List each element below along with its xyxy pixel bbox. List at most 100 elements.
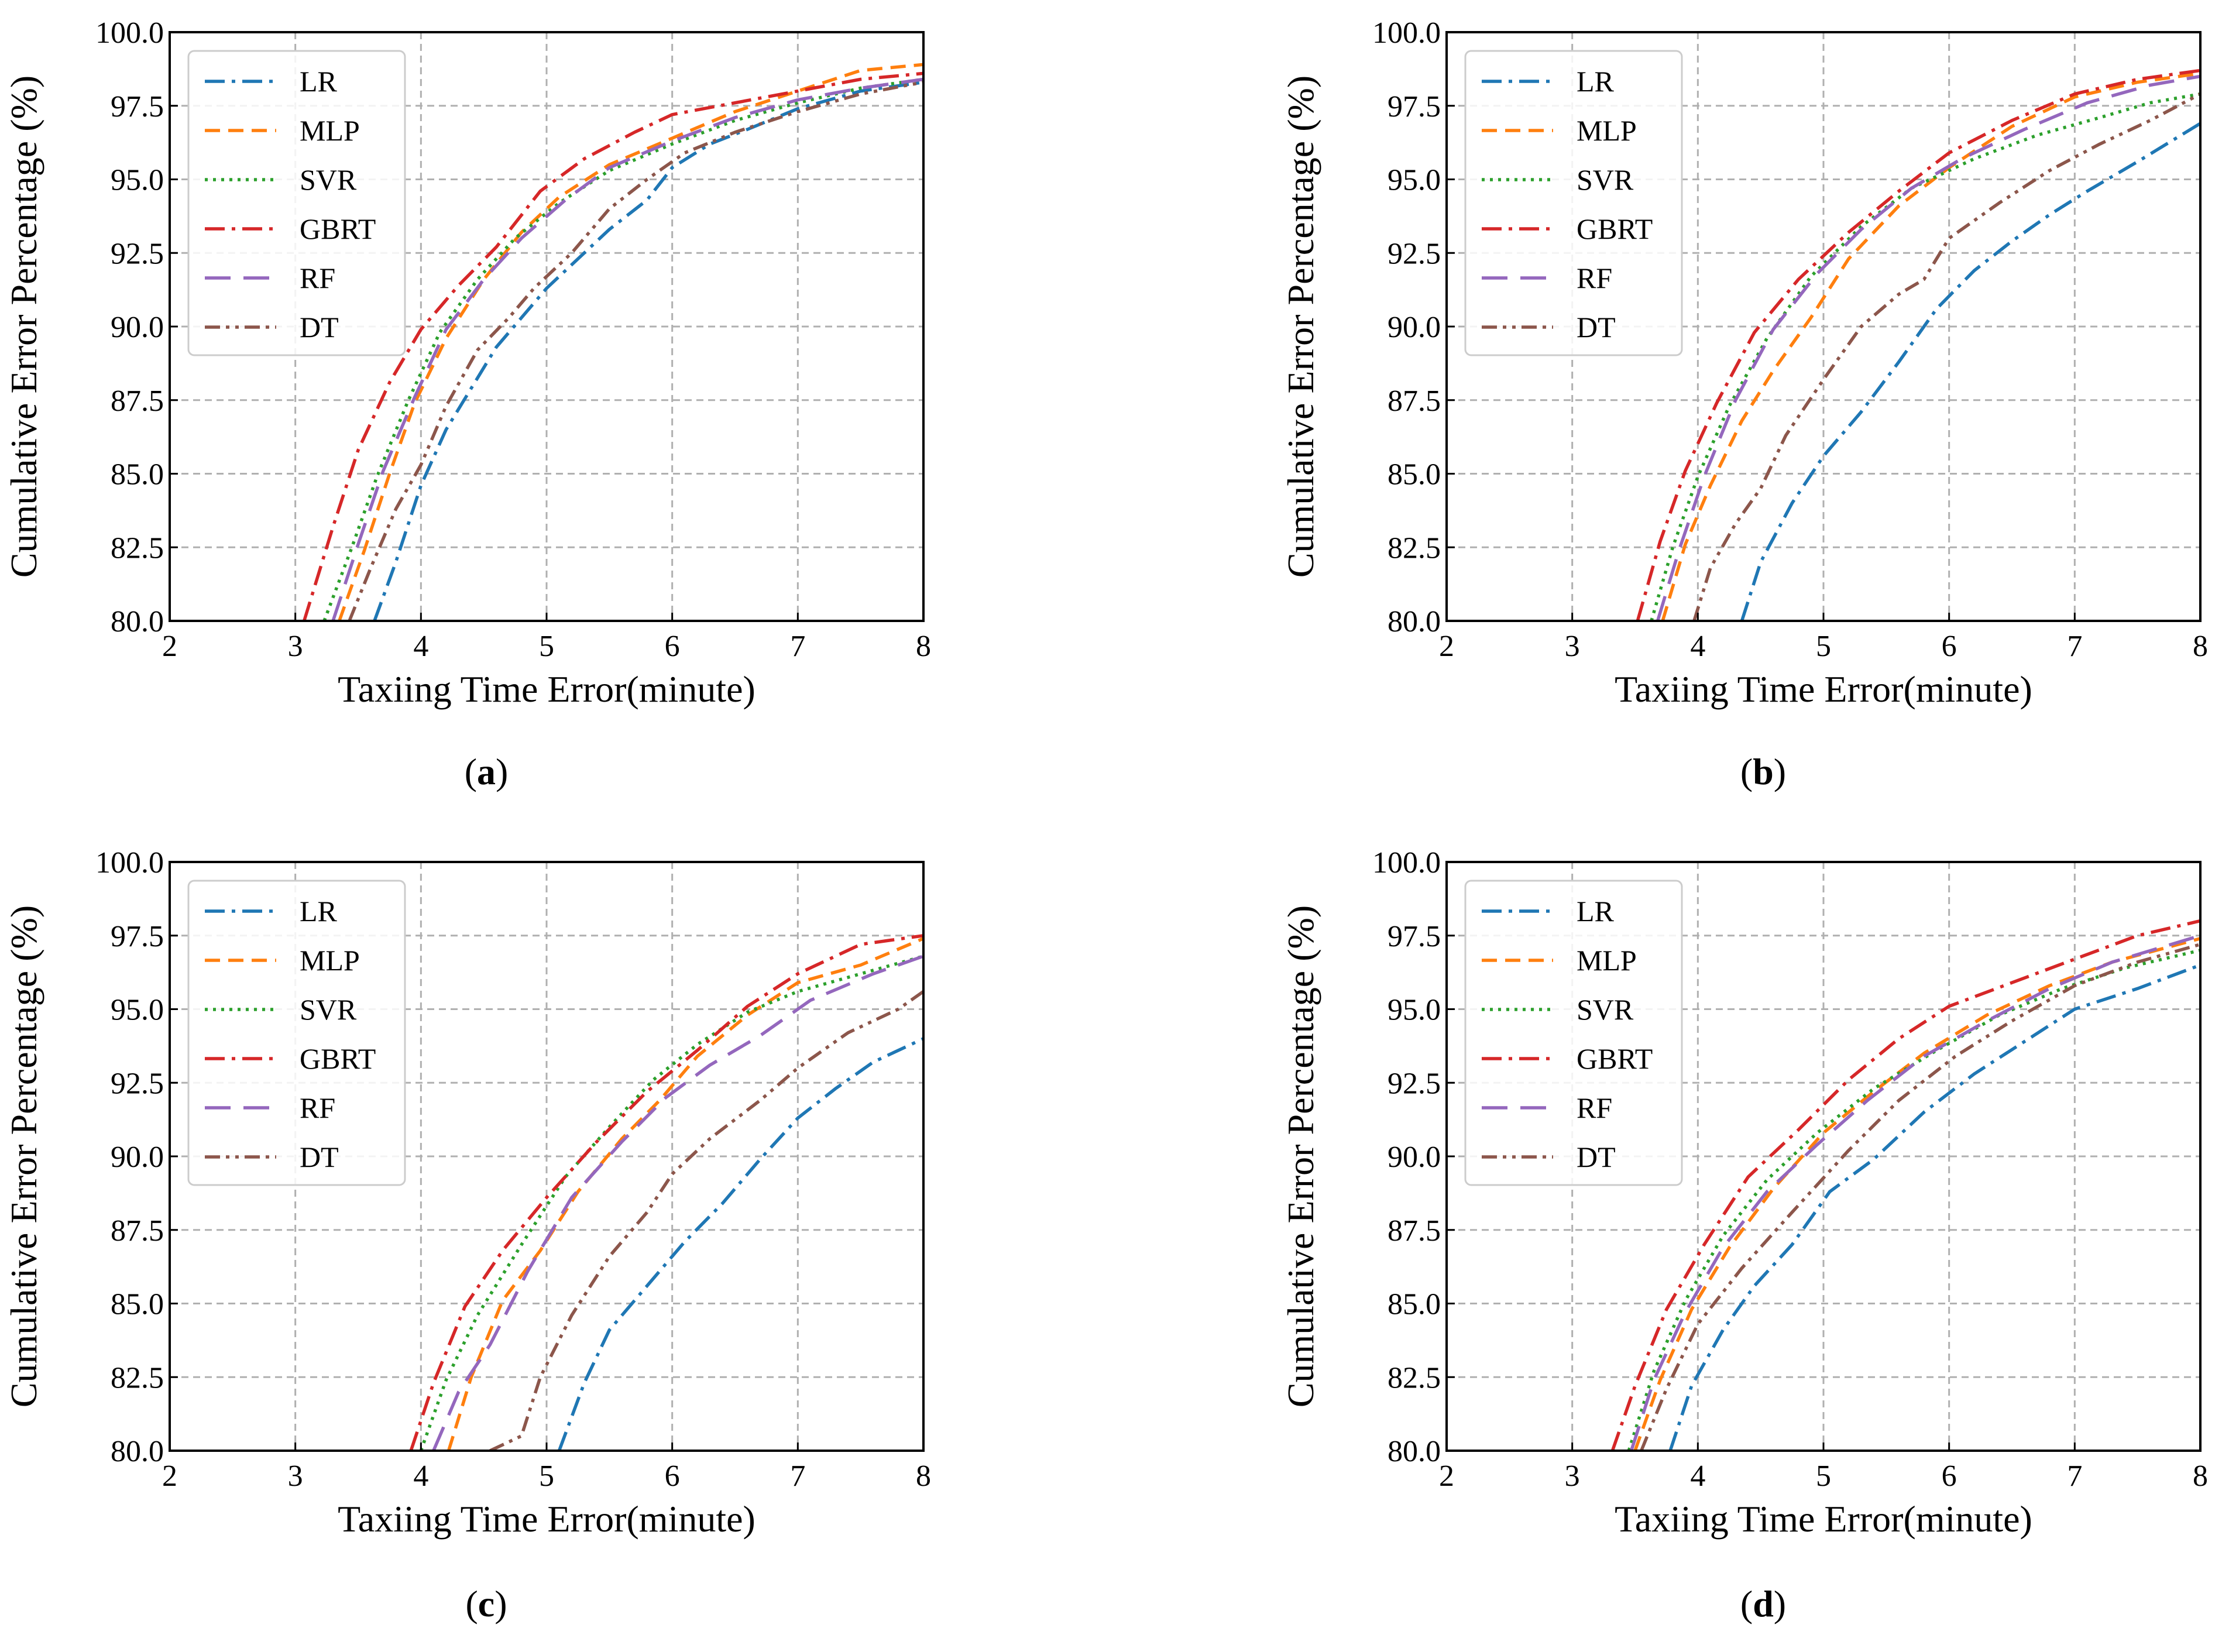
legend-label-rf: RF	[1577, 1091, 1612, 1124]
y-tick-label: 80.0	[111, 605, 164, 638]
series-line-lr	[1668, 963, 2200, 1451]
y-tick-label: 95.0	[111, 994, 164, 1027]
legend-label-lr: LR	[1577, 65, 1615, 98]
legend-label-mlp: MLP	[300, 114, 360, 147]
x-tick-label: 2	[1439, 1459, 1454, 1493]
series-line-mlp	[1633, 937, 2200, 1451]
y-tick-label: 100.0	[95, 16, 164, 50]
panel-caption: (c)	[465, 1583, 507, 1624]
legend-box	[1464, 50, 1683, 356]
y-tick-label: 87.5	[111, 1214, 164, 1248]
caption-open-paren: (	[465, 751, 477, 792]
y-tick-label: 85.0	[111, 458, 164, 492]
series-line-svr	[1650, 92, 2200, 621]
x-tick-label: 5	[1816, 1459, 1831, 1493]
caption-close-paren: )	[1774, 1583, 1786, 1624]
x-axis-label: Taxiing Time Error(minute)	[338, 668, 755, 710]
legend-label-rf: RF	[300, 1091, 335, 1124]
y-tick-label: 92.5	[111, 237, 164, 270]
series-line-svr	[322, 77, 923, 621]
y-tick-label: 90.0	[111, 1141, 164, 1174]
chart-panel-4: 2 3 4 5 6 7 8 80.0 82.5 85.0 87.5 90.0 92.5 95.0 97.5 1…	[1280, 846, 2208, 1624]
legend-label-rf: RF	[1577, 262, 1612, 294]
y-tick-label: 100.0	[95, 846, 164, 880]
caption-close-paren: )	[496, 751, 508, 792]
legend-box	[187, 880, 406, 1186]
caption-close-paren: )	[494, 1583, 507, 1624]
y-tick-label: 97.5	[111, 90, 164, 123]
panel-caption: (b)	[1740, 751, 1786, 792]
x-axis-label: Taxiing Time Error(minute)	[338, 1498, 755, 1540]
y-tick-label: 85.0	[1388, 458, 1441, 492]
y-axis-label: Cumulative Error Percentage (%)	[1280, 905, 1321, 1407]
x-tick-label: 2	[1439, 630, 1454, 663]
legend-label-gbrt: GBRT	[300, 1042, 376, 1075]
y-tick-label: 92.5	[1388, 237, 1441, 270]
y-tick-label: 80.0	[111, 1435, 164, 1468]
series-line-lr	[373, 80, 923, 621]
x-tick-label: 8	[916, 630, 931, 663]
legend-label-svr: SVR	[1577, 163, 1634, 196]
series-line-rf	[1629, 934, 2200, 1451]
caption-letter: c	[478, 1583, 494, 1624]
chart-panel-3: 2 3 4 5 6 7 8 80.0 82.5 85.0 87.5 90.0 92.5 95.0 97.5 1…	[3, 846, 931, 1624]
y-tick-label: 87.5	[111, 384, 164, 418]
series-line-lr	[1740, 122, 2200, 621]
series-line-mlp	[1661, 71, 2200, 621]
y-tick-label: 90.0	[111, 311, 164, 344]
x-tick-label: 4	[413, 1459, 428, 1493]
x-tick-label: 7	[790, 1459, 805, 1493]
x-tick-label: 4	[1690, 630, 1705, 663]
series-line-svr	[1627, 949, 2200, 1451]
caption-open-paren: (	[1740, 1583, 1753, 1624]
legend-label-svr: SVR	[300, 993, 357, 1026]
y-tick-label: 87.5	[1388, 384, 1441, 418]
y-tick-label: 95.0	[1388, 164, 1441, 197]
y-tick-label: 80.0	[1388, 605, 1441, 638]
y-tick-label: 97.5	[1388, 90, 1441, 123]
caption-open-paren: (	[465, 1583, 478, 1624]
caption-letter: d	[1753, 1583, 1774, 1624]
x-tick-label: 3	[288, 630, 303, 663]
y-tick-label: 85.0	[111, 1288, 164, 1321]
chart-panel-1: 2 3 4 5 6 7 8 80.0 82.5 85.0 87.5 90.0 92.5 95.0 97.5 1…	[3, 16, 931, 792]
legend-label-dt: DT	[300, 1141, 339, 1173]
legend: LR MLP SVR GBRT RF DT	[1464, 50, 1683, 356]
x-tick-label: 5	[1816, 630, 1831, 663]
y-tick-label: 92.5	[111, 1067, 164, 1100]
legend-label-gbrt: GBRT	[1577, 1042, 1653, 1075]
x-tick-label: 5	[539, 1459, 554, 1493]
x-axis-label: Taxiing Time Error(minute)	[1615, 1498, 2032, 1540]
series-line-gbrt	[303, 71, 923, 621]
x-tick-label: 6	[1942, 630, 1957, 663]
legend-label-mlp: MLP	[1577, 114, 1637, 147]
y-tick-label: 92.5	[1388, 1067, 1441, 1100]
x-tick-label: 8	[2193, 1459, 2208, 1493]
legend: LR MLP SVR GBRT RF DT	[187, 880, 406, 1186]
series-line-gbrt	[1636, 68, 2200, 621]
y-tick-label: 95.0	[111, 164, 164, 197]
legend-label-rf: RF	[300, 262, 335, 294]
y-tick-label: 87.5	[1388, 1214, 1441, 1248]
y-tick-label: 90.0	[1388, 1141, 1441, 1174]
x-tick-label: 7	[2067, 1459, 2082, 1493]
series-line-gbrt	[409, 934, 923, 1451]
legend-label-svr: SVR	[1577, 993, 1634, 1026]
y-tick-label: 100.0	[1372, 846, 1441, 880]
y-tick-label: 97.5	[1388, 920, 1441, 953]
series-line-dt	[489, 990, 923, 1451]
y-tick-label: 95.0	[1388, 994, 1441, 1027]
x-tick-label: 5	[539, 630, 554, 663]
legend-label-dt: DT	[1577, 1141, 1616, 1173]
series-line-svr	[419, 954, 923, 1451]
series-line-dt	[1692, 92, 2200, 621]
x-axis-label: Taxiing Time Error(minute)	[1615, 668, 2032, 710]
y-tick-label: 85.0	[1388, 1288, 1441, 1321]
x-tick-label: 7	[790, 630, 805, 663]
panel-caption: (a)	[465, 751, 509, 792]
y-axis-label: Cumulative Error Percentage (%)	[1280, 75, 1321, 578]
legend-label-lr: LR	[300, 895, 338, 928]
legend: LR MLP SVR GBRT RF DT	[1464, 880, 1683, 1186]
x-tick-label: 7	[2067, 630, 2082, 663]
x-tick-label: 6	[1942, 1459, 1957, 1493]
